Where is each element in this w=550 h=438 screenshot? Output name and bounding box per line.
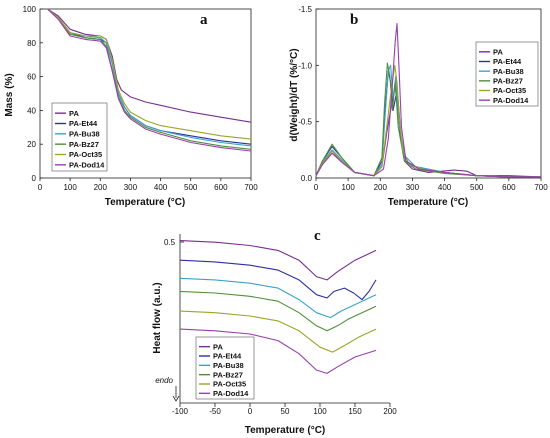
panel-a-x-tick-label: 400 bbox=[154, 183, 168, 192]
panel-c-series-pa-dod14 bbox=[179, 328, 377, 374]
panel-a-y-tick-label: 100 bbox=[23, 5, 37, 14]
panel-b-x-tick-label: 300 bbox=[406, 183, 420, 192]
panel-c-series-pa-bu38 bbox=[179, 277, 377, 319]
panel-b-y-tick-label: 0.0 bbox=[301, 174, 313, 183]
panel-c-x-tick-label: 150 bbox=[348, 407, 362, 416]
panel-a-x-tick-label: 700 bbox=[244, 183, 258, 192]
panel-c-series-lines bbox=[179, 240, 377, 374]
panel-b-x-tick-label: 400 bbox=[438, 183, 452, 192]
panel-b-y-tick-label: -1.0 bbox=[298, 61, 312, 70]
panel-a-x-tick-label: 500 bbox=[184, 183, 198, 192]
panel-c-y-axis-title: Heat flow (a.u.) bbox=[152, 282, 163, 353]
panel-a-y-tick-label: 20 bbox=[27, 140, 36, 149]
panel-c-dsc-chart: c 0.5 -100 -50 0 50 100 150 200 Temperature (°… bbox=[152, 228, 397, 436]
panel-c-x-tick-label: 0 bbox=[248, 407, 253, 416]
panel-c-x-tick-label: -100 bbox=[172, 407, 189, 416]
panel-a-plot-frame bbox=[39, 8, 252, 179]
panel-a-x-tick-label: 300 bbox=[124, 183, 138, 192]
panel-c-legend-entry: PA-Dod14 bbox=[213, 389, 249, 398]
panel-a-series-pa-oct35 bbox=[47, 8, 252, 140]
panel-c-legend-entry: PA-Bu38 bbox=[213, 361, 244, 370]
panel-a-legend-entry: PA-Oct35 bbox=[69, 150, 102, 159]
panel-b-legend-entry: PA-Bu38 bbox=[493, 67, 524, 76]
panel-b-y-tick-label: -1.5 bbox=[298, 5, 312, 14]
panel-c-series-pa-bz27 bbox=[179, 290, 377, 332]
panel-b-x-tick-label: 0 bbox=[314, 183, 319, 192]
panel-b-x-tick-label: 600 bbox=[502, 183, 516, 192]
panel-c-endo-annotation: endo bbox=[155, 376, 173, 385]
panel-b-x-axis-title: Temperature (°C) bbox=[388, 197, 469, 208]
panel-b-ticks: 0 100 200 300 400 500 600 700 0.0 -0.5 -1.0 -1.5 bbox=[298, 5, 548, 192]
panel-a-legend-entry: PA-Bz27 bbox=[69, 140, 99, 149]
panel-c-ticks: -100 -50 0 50 100 150 200 bbox=[172, 403, 397, 416]
panel-a-legend-entry: PA bbox=[69, 109, 79, 118]
panel-a-y-axis-title: Mass (%) bbox=[4, 73, 15, 116]
panel-a-label: a bbox=[200, 12, 208, 28]
panel-b-x-tick-label: 500 bbox=[470, 183, 484, 192]
panel-c-y-marker-label: 0.5 bbox=[164, 238, 176, 247]
panel-c-label: c bbox=[314, 228, 321, 244]
panel-c-x-tick-label: 100 bbox=[313, 407, 327, 416]
panel-a-x-axis-title: Temperature (°C) bbox=[105, 197, 186, 208]
panel-b-y-tick-label: -0.5 bbox=[298, 118, 312, 127]
panel-b-legend-entry: PA-Oct35 bbox=[493, 86, 526, 95]
panel-b-y-axis-title: d(Weight)/dT (%/°C) bbox=[289, 48, 300, 141]
panel-a-y-tick-label: 80 bbox=[27, 39, 36, 48]
panel-b-dtg-chart: b 0 100 200 300 400 500 600 7000.0-0.5-1.0-1.5 … bbox=[289, 5, 548, 208]
panel-b-x-tick-label: 100 bbox=[341, 183, 355, 192]
panel-b-label: b bbox=[350, 12, 358, 28]
panel-a-legend-box bbox=[51, 102, 108, 172]
panel-c-legend-entry: PA-Oct35 bbox=[213, 380, 246, 389]
panel-a-series-lines bbox=[47, 8, 252, 152]
panel-c-series-pa-et44 bbox=[179, 259, 377, 301]
panel-a-series-pa-dod14 bbox=[47, 8, 252, 152]
panel-c-legend-entry: PA-Et44 bbox=[213, 352, 242, 361]
panel-c-legend-entry: PA bbox=[213, 342, 223, 351]
panel-c-series-pa-oct35 bbox=[179, 310, 377, 353]
panel-a-legend-entry: PA-Et44 bbox=[69, 119, 98, 128]
panel-a-y-tick-label: 60 bbox=[27, 73, 36, 82]
panel-b-series-lines bbox=[315, 23, 542, 178]
panel-a-x-tick-label: 600 bbox=[214, 183, 228, 192]
panel-b-legend-entry: PA-Bz27 bbox=[493, 76, 523, 85]
panel-c-series-pa bbox=[179, 240, 377, 281]
panel-c-x-axis-title: Temperature (°C) bbox=[245, 425, 326, 436]
panel-a-x-tick-label: 0 bbox=[38, 183, 43, 192]
panel-c-x-tick-label: 50 bbox=[281, 407, 290, 416]
panel-a-legend-entry: PA-Dod14 bbox=[69, 160, 105, 169]
panel-a-mass-chart: a 0 100 200 300 400 500 600 700 0 20 40 60 80 100 Tem… bbox=[4, 5, 258, 208]
panel-b-series-pa-bz27 bbox=[315, 62, 541, 178]
panel-b-x-tick-label: 200 bbox=[374, 183, 388, 192]
panel-a-ticks: 0 100 200 300 400 500 600 700 0 20 40 60 80 100 bbox=[23, 5, 259, 192]
panel-b-legend-entry: PA-Dod14 bbox=[493, 96, 529, 105]
panel-c-endo-arrow-head bbox=[172, 395, 180, 402]
panel-b-x-tick-label: 700 bbox=[534, 183, 548, 192]
panel-b-series-pa-dod14 bbox=[315, 23, 541, 178]
panel-a-x-tick-label: 100 bbox=[63, 183, 77, 192]
panel-a-y-tick-label: 40 bbox=[27, 106, 36, 115]
panel-a-x-tick-label: 200 bbox=[94, 183, 108, 192]
panel-a-legend-entry: PA-Bu38 bbox=[69, 129, 100, 138]
panel-b-legend-box bbox=[475, 41, 539, 107]
panel-b-plot-frame bbox=[315, 8, 542, 179]
panel-a-y-tick-label: 0 bbox=[32, 174, 37, 183]
panel-b-legend-entry: PA-Et44 bbox=[493, 57, 522, 66]
panel-c-x-tick-label: -50 bbox=[209, 407, 221, 416]
panel-c-legend-entry: PA-Bz27 bbox=[213, 370, 243, 379]
panel-c-x-tick-label: 200 bbox=[383, 407, 397, 416]
panel-b-legend-entry: PA bbox=[493, 47, 503, 56]
